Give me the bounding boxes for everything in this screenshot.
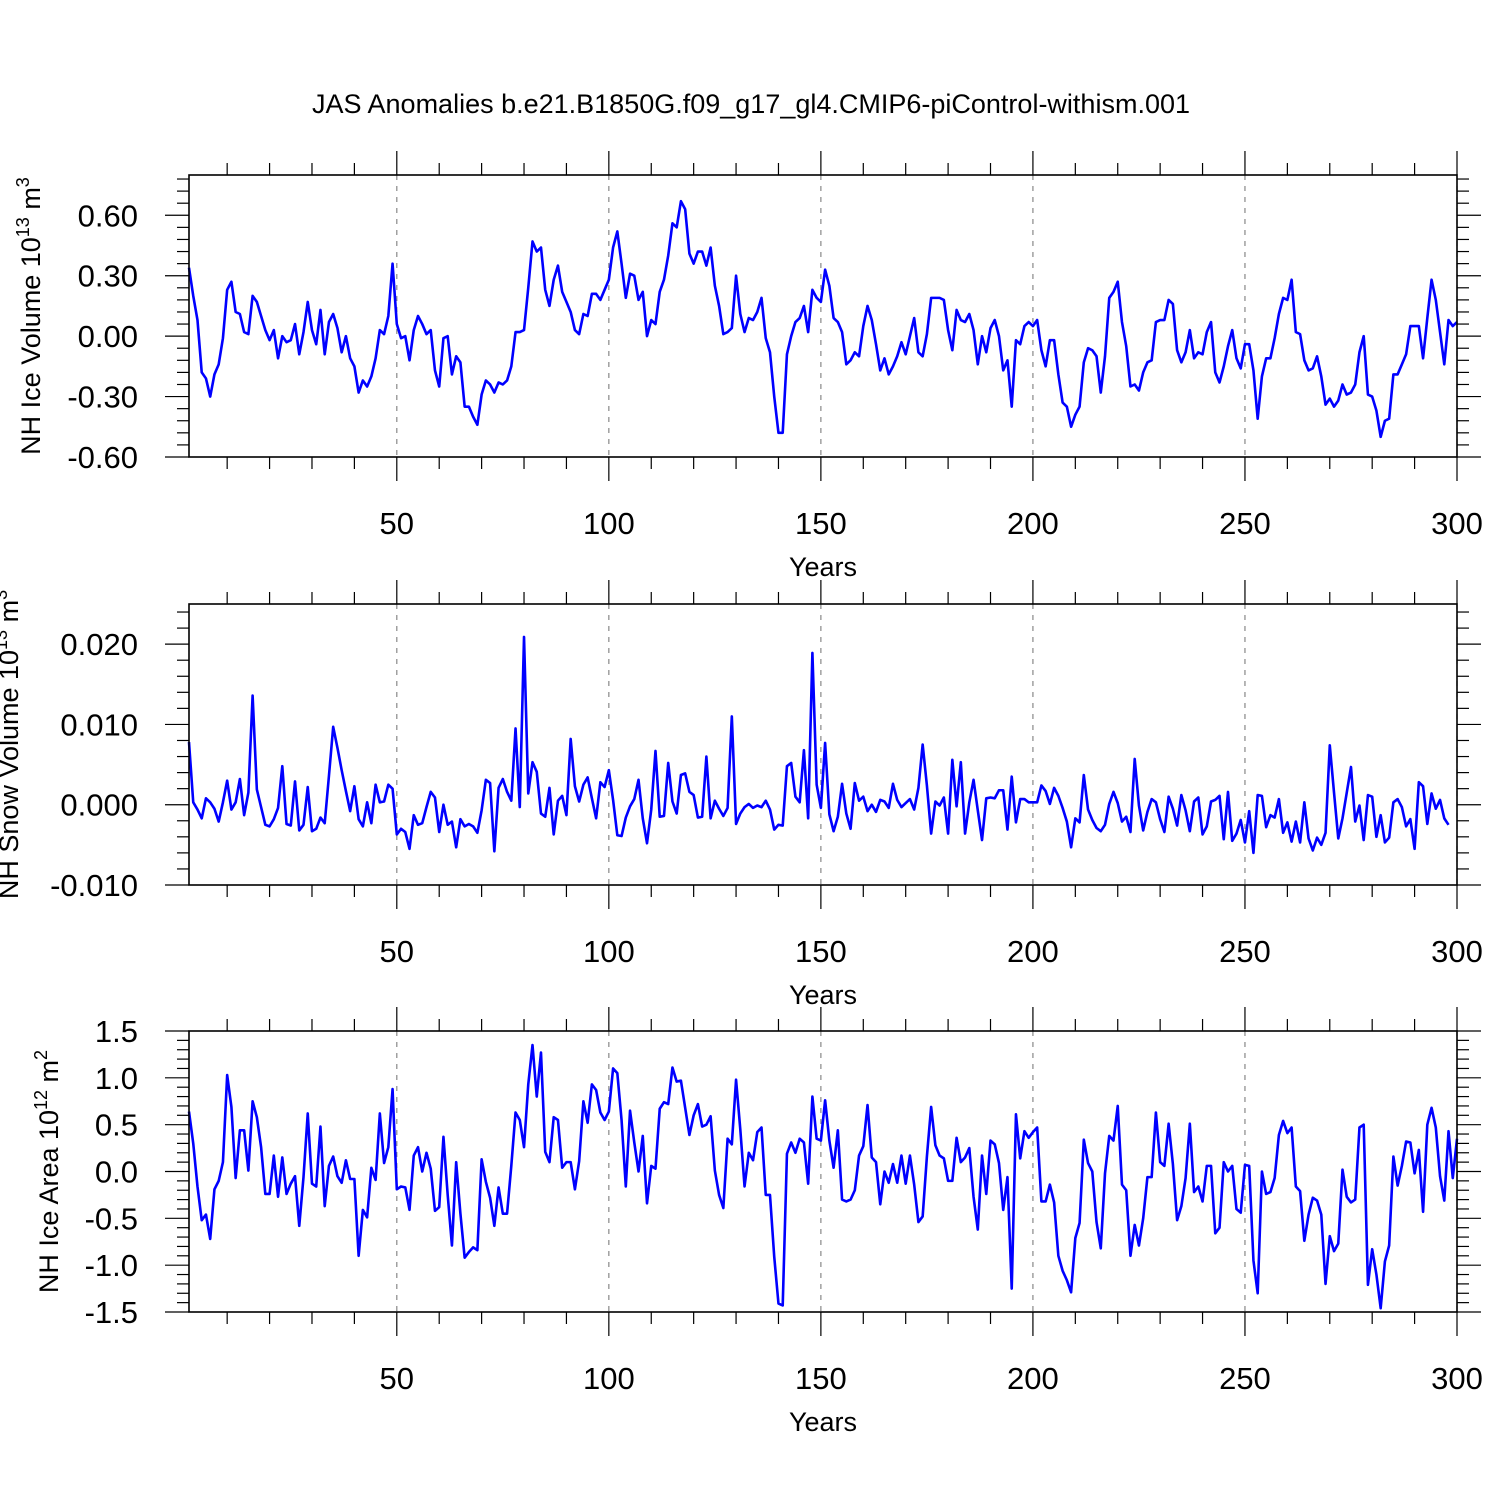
y-tick-label: 0.60 xyxy=(78,198,138,233)
x-tick-label: 250 xyxy=(1219,506,1271,541)
plot-frame xyxy=(188,174,1458,458)
y-label-text: NH Snow Volume 10 xyxy=(0,650,24,899)
x-tick-label: 100 xyxy=(583,934,635,969)
y-tick-label: -1.5 xyxy=(85,1295,138,1330)
y-axis-label: NH Ice Area 1012 m2 xyxy=(31,1050,64,1293)
data-series-line xyxy=(187,199,1458,439)
y-tick-label: 0.5 xyxy=(95,1108,138,1143)
x-tick-label: 50 xyxy=(380,1361,414,1396)
y-tick-label: 1.0 xyxy=(95,1061,138,1096)
y-tick-label: -0.30 xyxy=(67,380,138,415)
x-tick-label: 300 xyxy=(1431,1361,1483,1396)
x-tick-label: 100 xyxy=(583,506,635,541)
chart-panel-1: 50 100 150 200 250 300 Years -0.60 -0.30 0.00 0.30… xyxy=(13,151,1483,582)
x-axis-label: Years xyxy=(789,980,857,1010)
data-series-line xyxy=(187,635,1450,855)
x-tick-label: 250 xyxy=(1219,1361,1271,1396)
y-label-unit: m xyxy=(0,600,24,630)
y-label-unit-exponent: 2 xyxy=(31,1050,51,1060)
y-label-unit-exponent: 3 xyxy=(13,177,33,187)
y-label-text: NH Ice Area 10 xyxy=(34,1110,64,1293)
chart-panel-2: 50 100 150 200 250 300 Years -0.010 0.000 0.010 0.… xyxy=(0,580,1483,1010)
x-tick-label: 50 xyxy=(380,934,414,969)
y-label-exponent: 12 xyxy=(31,1090,51,1110)
x-tick-label: 200 xyxy=(1007,506,1059,541)
y-label-exponent: 13 xyxy=(0,630,11,650)
y-tick-label: 0.000 xyxy=(60,788,138,823)
y-label-exponent: 13 xyxy=(13,217,33,237)
x-axis-label: Years xyxy=(789,552,857,582)
x-tick-label: 50 xyxy=(380,506,414,541)
y-tick-label: -1.0 xyxy=(85,1248,138,1283)
x-tick-label: 300 xyxy=(1431,506,1483,541)
y-tick-label: -0.5 xyxy=(85,1201,138,1236)
y-tick-label: 0.020 xyxy=(60,627,138,662)
x-tick-label: 100 xyxy=(583,1361,635,1396)
x-tick-label: 150 xyxy=(795,934,847,969)
data-series-line xyxy=(187,1043,1459,1310)
x-tick-label: 200 xyxy=(1007,934,1059,969)
y-label-unit: m xyxy=(16,187,46,217)
plot-frame xyxy=(188,1030,1458,1313)
x-tick-label: 150 xyxy=(795,1361,847,1396)
x-axis-label: Years xyxy=(789,1407,857,1437)
x-tick-label: 250 xyxy=(1219,934,1271,969)
x-tick-label: 150 xyxy=(795,506,847,541)
x-tick-label: 300 xyxy=(1431,934,1483,969)
chart-panel-3: 50 100 150 200 250 300 Years -1.5 -1.0 -0.5 0.0 0.5… xyxy=(31,1007,1483,1437)
x-tick-label: 200 xyxy=(1007,1361,1059,1396)
y-tick-label: 0.30 xyxy=(78,259,138,294)
y-tick-label: 0.010 xyxy=(60,707,138,742)
plot-frame xyxy=(188,603,1458,886)
y-tick-label: 0.0 xyxy=(95,1155,138,1190)
y-label-text: NH Ice Volume 10 xyxy=(16,237,46,455)
y-tick-label: 1.5 xyxy=(95,1014,138,1049)
y-tick-label: -0.60 xyxy=(67,440,138,475)
y-label-unit: m xyxy=(34,1060,64,1090)
y-axis-label: NH Ice Volume 1013 m3 xyxy=(13,177,46,455)
y-tick-label: -0.010 xyxy=(50,868,138,903)
y-label-unit-exponent: 3 xyxy=(0,590,11,600)
y-axis-label: NH Snow Volume 1013 m3 xyxy=(0,590,24,899)
figure-title: JAS Anomalies b.e21.B1850G.f09_g17_gl4.C… xyxy=(312,89,1190,119)
y-tick-label: 0.00 xyxy=(78,319,138,354)
